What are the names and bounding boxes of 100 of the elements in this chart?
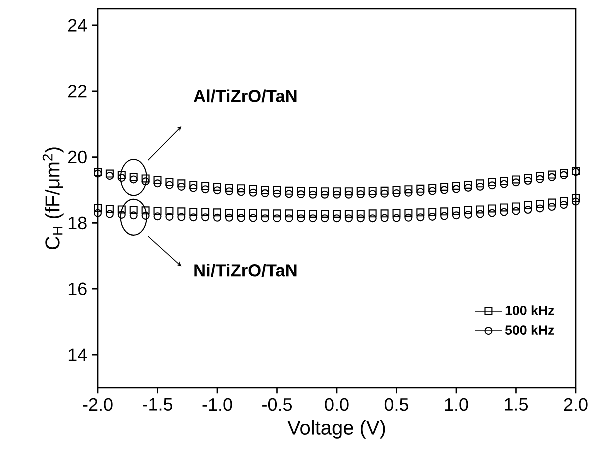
point bbox=[261, 214, 270, 223]
y-tick-label: 24 bbox=[68, 19, 88, 32]
point bbox=[166, 212, 174, 221]
point bbox=[309, 214, 318, 223]
point bbox=[380, 190, 389, 198]
point bbox=[344, 188, 353, 196]
point bbox=[190, 181, 198, 190]
point bbox=[106, 205, 114, 214]
point bbox=[321, 190, 330, 199]
point bbox=[428, 208, 437, 216]
point bbox=[214, 186, 222, 195]
point bbox=[368, 190, 377, 198]
point bbox=[106, 172, 114, 180]
point bbox=[512, 207, 520, 216]
point bbox=[261, 186, 270, 194]
point bbox=[500, 177, 508, 186]
point bbox=[524, 206, 532, 214]
point bbox=[332, 188, 341, 196]
point bbox=[440, 182, 449, 191]
point bbox=[225, 184, 234, 192]
point bbox=[309, 190, 318, 199]
point bbox=[94, 204, 102, 212]
point bbox=[118, 206, 126, 214]
point bbox=[154, 180, 162, 188]
point bbox=[285, 210, 294, 218]
point bbox=[392, 190, 401, 198]
point bbox=[536, 204, 544, 213]
point bbox=[380, 186, 389, 195]
x-tick-label: -0.5 bbox=[262, 398, 292, 412]
point bbox=[344, 210, 353, 218]
point bbox=[261, 210, 270, 218]
annotation: Al/TiZrO/TaN bbox=[194, 90, 297, 103]
point bbox=[321, 214, 330, 223]
point bbox=[142, 178, 150, 186]
point bbox=[273, 210, 282, 218]
point bbox=[190, 214, 198, 222]
point bbox=[237, 214, 246, 222]
point bbox=[356, 210, 365, 218]
point bbox=[225, 214, 234, 222]
legend-label: 500 kHz bbox=[505, 325, 554, 336]
point bbox=[512, 178, 520, 187]
point bbox=[476, 210, 484, 218]
point bbox=[572, 198, 580, 206]
point bbox=[524, 201, 532, 210]
y-tick-label: 18 bbox=[68, 216, 87, 230]
point bbox=[440, 186, 449, 194]
point bbox=[285, 186, 294, 195]
point bbox=[106, 210, 114, 218]
point bbox=[416, 208, 425, 217]
point bbox=[142, 174, 150, 183]
point bbox=[452, 212, 460, 220]
point bbox=[392, 214, 401, 222]
point bbox=[321, 210, 330, 218]
point bbox=[273, 214, 282, 223]
point bbox=[464, 180, 472, 189]
point bbox=[237, 209, 246, 218]
point bbox=[285, 214, 294, 223]
point bbox=[297, 214, 306, 223]
point bbox=[344, 190, 353, 199]
point bbox=[524, 177, 532, 186]
point bbox=[142, 206, 150, 215]
point bbox=[536, 172, 544, 180]
point bbox=[476, 206, 484, 214]
x-tick-label: -1.5 bbox=[143, 398, 173, 411]
point bbox=[572, 194, 580, 202]
point bbox=[560, 201, 568, 210]
point bbox=[560, 169, 568, 178]
point bbox=[464, 184, 472, 192]
point bbox=[214, 214, 222, 222]
point bbox=[380, 214, 389, 222]
point bbox=[118, 171, 126, 180]
point bbox=[452, 182, 460, 190]
point bbox=[237, 184, 246, 193]
point bbox=[332, 210, 341, 218]
point bbox=[178, 208, 186, 216]
point bbox=[440, 212, 449, 220]
point bbox=[225, 208, 234, 217]
point bbox=[225, 188, 234, 196]
point bbox=[344, 214, 353, 223]
point bbox=[297, 187, 306, 196]
point bbox=[202, 214, 210, 222]
point bbox=[560, 171, 568, 180]
point bbox=[488, 178, 496, 186]
x-tick-label: 0.0 bbox=[325, 398, 349, 412]
point bbox=[273, 186, 282, 194]
point bbox=[249, 185, 258, 194]
point bbox=[416, 184, 425, 193]
point bbox=[524, 174, 532, 182]
point bbox=[548, 203, 556, 212]
point bbox=[380, 210, 389, 218]
x-tick-label: -1.0 bbox=[202, 398, 232, 412]
point bbox=[428, 212, 437, 221]
point bbox=[476, 180, 484, 188]
point bbox=[285, 190, 294, 198]
point bbox=[452, 185, 460, 194]
point bbox=[452, 207, 460, 216]
point bbox=[548, 173, 556, 182]
point bbox=[166, 178, 174, 186]
point bbox=[488, 204, 496, 213]
point bbox=[356, 187, 365, 196]
